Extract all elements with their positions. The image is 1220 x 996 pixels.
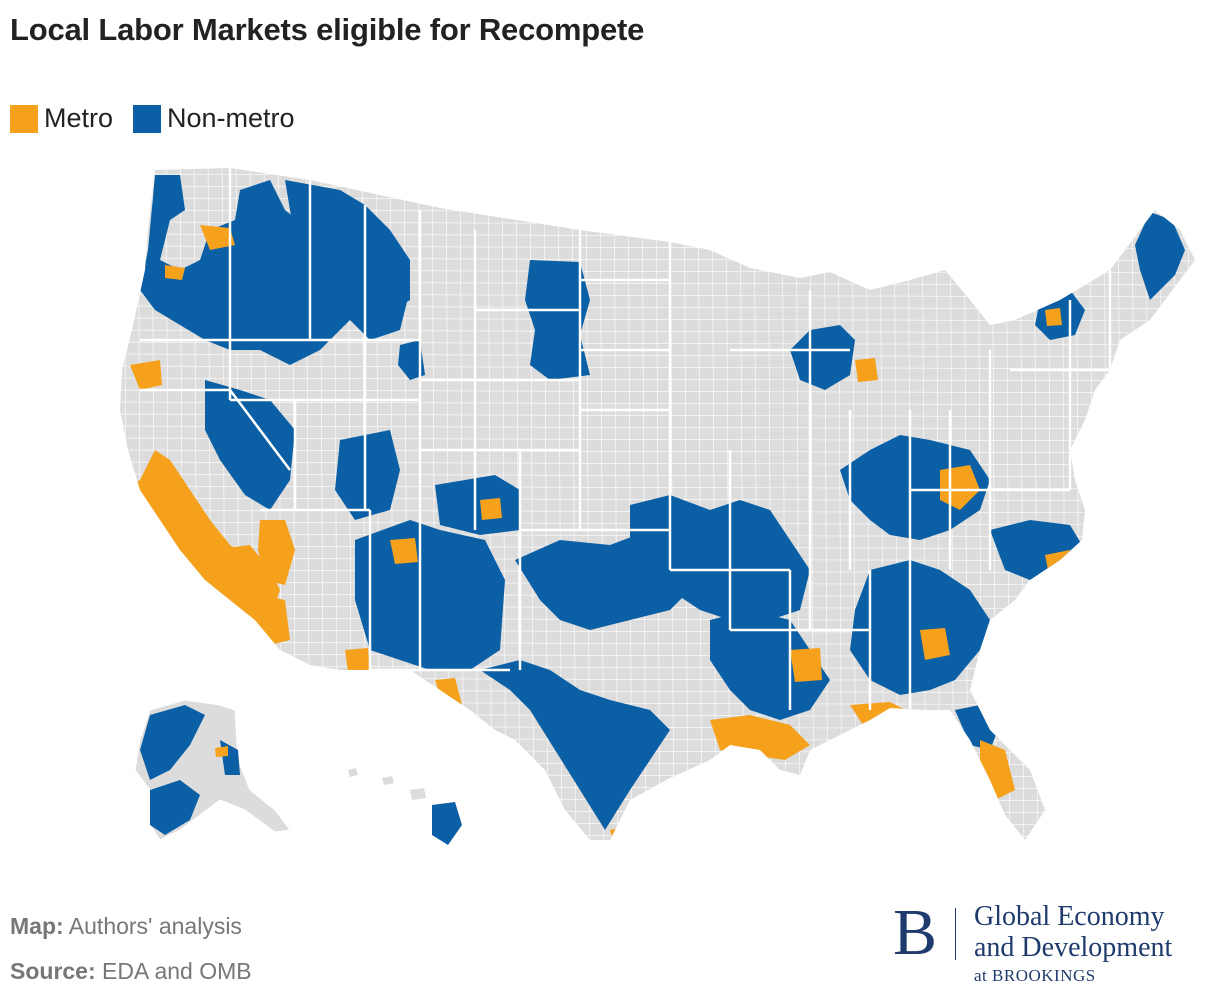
nonmetro-nevada (205, 380, 295, 510)
metro-pueblo (390, 538, 418, 564)
lower-48-states (110, 150, 1220, 870)
metro-las-cruces (345, 648, 370, 672)
hawaii-island-oahu (382, 776, 394, 785)
us-county-map (110, 150, 1220, 870)
brand-line3: at BROOKINGS (974, 966, 1096, 985)
alaska-nonmetro-west (140, 705, 205, 780)
hawaii-island-maui (410, 788, 426, 800)
nonmetro-texas-south (480, 660, 670, 830)
legend-item-metro: Metro (10, 103, 113, 134)
metro-phoenix-area (258, 595, 290, 645)
county-gridline-h (110, 162, 1220, 165)
brookings-logo: B Global Economy and Development at BROO… (893, 896, 1213, 990)
legend-label-metro: Metro (44, 103, 114, 133)
legend-label-nonmetro: Non-metro (167, 103, 295, 133)
nonmetro-utah (335, 430, 400, 520)
county-gridline-v (1216, 150, 1220, 870)
state-borders (140, 168, 1112, 710)
county-gridline-h (110, 858, 1220, 861)
hawaii-island-kauai (348, 768, 358, 777)
nonmetro-appalachia (840, 435, 990, 540)
metro-florida (980, 740, 1015, 800)
nonmetro-ozarks (630, 495, 810, 620)
legend-swatch-metro (10, 104, 38, 133)
nonmetro-colorado (435, 475, 520, 535)
legend-item-nonmetro: Non-metro (133, 103, 295, 134)
metro-las-vegas (258, 520, 295, 585)
county-gridline-h (120, 833, 1195, 838)
county-gridline-h (110, 150, 1220, 153)
alaska (134, 699, 291, 841)
brand-line1: Global Economy (974, 901, 1165, 932)
nonmetro-northern-rockies (285, 180, 410, 315)
metro-yakima (165, 265, 185, 280)
hawaii (348, 768, 462, 845)
county-gridline-v (1103, 168, 1109, 840)
county-gridline-h (120, 797, 1195, 802)
nonmetro-upper-midwest (790, 325, 855, 390)
metro-grand-junction (480, 498, 502, 520)
map-credit: Map: Authors' analysis (10, 904, 252, 949)
eligible-regions (120, 175, 1185, 840)
alaska-nonmetro-south (150, 780, 200, 835)
county-gridline-v (123, 168, 129, 840)
metro-redding (130, 360, 162, 390)
source-credit-value: EDA and OMB (102, 958, 252, 984)
hawaii-island-big-island (432, 802, 462, 845)
metro-regions (120, 225, 1075, 840)
map-svg (110, 150, 1220, 870)
map-credit-key: Map: (10, 913, 64, 939)
nonmetro-wyoming (398, 340, 425, 380)
map-credit-value: Authors' analysis (68, 913, 242, 939)
metro-spokane (200, 225, 235, 250)
metro-alabama (790, 648, 822, 682)
metro-georgia (920, 628, 950, 660)
county-gridline-h (120, 389, 1195, 394)
map-footer: Map: Authors' analysis Source: EDA and O… (10, 904, 252, 994)
source-credit: Source: EDA and OMB (10, 949, 252, 994)
county-gridline-h (120, 365, 1195, 370)
legend: Metro Non-metro (10, 103, 315, 134)
county-gridline-v (1202, 150, 1206, 870)
county-gridline-v (1089, 168, 1095, 840)
nonmetro-southeast (850, 560, 990, 695)
county-gridline-v (110, 150, 114, 870)
alaska-metro (215, 746, 228, 757)
metro-carolinas (1045, 550, 1075, 580)
source-credit-key: Source: (10, 958, 96, 984)
county-gridline-h (120, 785, 1195, 790)
metro-new-york (1045, 308, 1062, 326)
brand-divider (955, 908, 956, 960)
brand-line2: and Development (974, 932, 1173, 963)
metro-michigan (855, 358, 878, 382)
nonmetro-delta (710, 610, 830, 720)
nonmetro-new-england (1135, 212, 1185, 300)
nonmetro-dakotas (525, 260, 590, 380)
nonmetro-regions (140, 175, 1185, 830)
map-title: Local Labor Markets eligible for Recompe… (10, 12, 645, 47)
legend-swatch-nonmetro (133, 104, 162, 133)
brookings-b-mark: B (893, 896, 938, 969)
county-gridline-h (110, 846, 1220, 849)
county-gridline-h (120, 377, 1195, 382)
nonmetro-four-corners (355, 520, 505, 670)
